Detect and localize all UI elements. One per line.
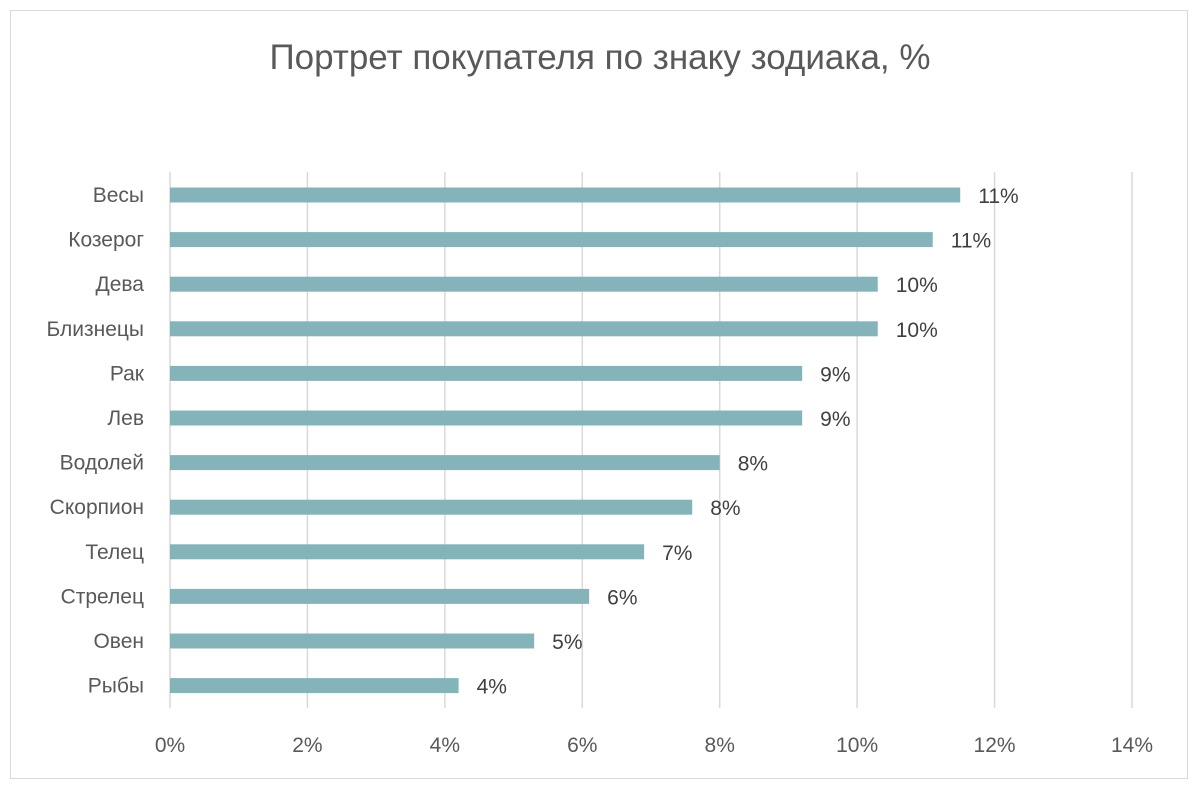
data-label: 4% bbox=[477, 676, 507, 699]
category-label: Скорпион bbox=[50, 496, 144, 519]
x-tick-label: 4% bbox=[430, 734, 460, 757]
bar-11 bbox=[170, 678, 459, 694]
bar-3 bbox=[170, 321, 878, 337]
chart-title: Портрет покупателя по знаку зодиака, % bbox=[269, 38, 931, 77]
data-label: 9% bbox=[820, 363, 850, 386]
x-tick-label: 2% bbox=[292, 734, 322, 757]
bar-7 bbox=[170, 499, 693, 515]
category-label: Телец bbox=[85, 541, 144, 564]
data-label: 11% bbox=[978, 185, 1018, 208]
x-tick-label: 0% bbox=[155, 734, 185, 757]
data-label: 9% bbox=[820, 408, 850, 431]
category-label: Дева bbox=[95, 273, 144, 296]
category-label: Стрелец bbox=[61, 585, 144, 608]
x-tick-label: 10% bbox=[836, 734, 878, 757]
data-label: 6% bbox=[607, 586, 637, 609]
x-tick-label: 12% bbox=[974, 734, 1016, 757]
bar-10 bbox=[170, 633, 535, 649]
category-label: Козерог bbox=[68, 229, 144, 252]
bar-4 bbox=[170, 365, 803, 381]
category-label: Овен bbox=[93, 630, 144, 653]
bar-9 bbox=[170, 588, 590, 604]
bar-6 bbox=[170, 455, 720, 471]
data-label: 8% bbox=[738, 453, 768, 476]
bar-0 bbox=[170, 187, 961, 203]
x-tick-label: 6% bbox=[567, 734, 597, 757]
bar-8 bbox=[170, 544, 645, 560]
data-label: 5% bbox=[552, 631, 582, 654]
bar-1 bbox=[170, 232, 933, 248]
category-label: Близнецы bbox=[46, 318, 144, 341]
data-label: 10% bbox=[896, 274, 938, 297]
data-label: 7% bbox=[662, 542, 692, 565]
bar-5 bbox=[170, 410, 803, 426]
data-label: 10% bbox=[896, 319, 938, 342]
category-label: Водолей bbox=[60, 452, 144, 475]
category-label: Лев bbox=[107, 407, 144, 430]
data-label: 11% bbox=[951, 230, 991, 253]
x-tick-label: 14% bbox=[1111, 734, 1153, 757]
category-label: Рак bbox=[110, 362, 145, 385]
category-label: Рыбы bbox=[88, 675, 144, 698]
category-label: Весы bbox=[93, 184, 144, 207]
data-label: 8% bbox=[710, 497, 740, 520]
chart-frame bbox=[10, 10, 1188, 779]
bar-2 bbox=[170, 276, 878, 292]
x-tick-label: 8% bbox=[705, 734, 735, 757]
